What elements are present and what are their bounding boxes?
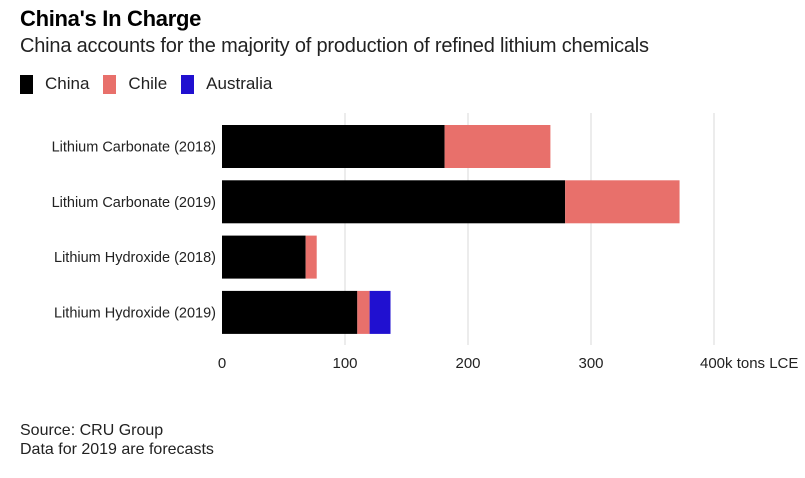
bar-segment-china-0 <box>222 125 445 168</box>
legend-item-australia: Australia <box>181 74 272 94</box>
legend-item-chile: Chile <box>103 74 167 94</box>
legend-item-china: China <box>20 74 89 94</box>
legend-swatch-chile <box>103 74 117 94</box>
x-axis-tick-labels: 0 100 200 300 400k tons LCE <box>218 355 799 372</box>
footer: Source: CRU Group Data for 2019 are fore… <box>20 421 214 459</box>
legend-label-australia: Australia <box>206 74 273 93</box>
legend-label-china: China <box>45 74 90 93</box>
bar-segment-australia-3 <box>369 290 391 334</box>
bar-segment-chile-1 <box>565 180 680 224</box>
x-tick-label-200: 200 <box>455 355 480 372</box>
bar-segment-chile-2 <box>305 235 317 279</box>
bars <box>222 125 680 334</box>
category-label: Lithium Carbonate (2019) <box>52 195 216 211</box>
x-tick-label-400: 400k tons LCE <box>700 355 798 372</box>
x-tick-label-0: 0 <box>218 355 226 372</box>
x-tick-label-100: 100 <box>332 355 357 372</box>
category-label: Lithium Carbonate (2018) <box>52 140 216 156</box>
category-label: Lithium Hydroxide (2019) <box>54 305 216 321</box>
chart-title: China's In Charge <box>20 6 202 31</box>
bar-segment-china-2 <box>222 235 306 279</box>
source-note: Source: CRU Group <box>20 422 164 439</box>
legend-label-chile: Chile <box>128 74 168 93</box>
category-label: Lithium Hydroxide (2018) <box>54 250 216 266</box>
bar-segment-china-1 <box>222 180 566 224</box>
bar-segment-chile-0 <box>444 125 551 168</box>
legend: China Chile Australia <box>20 74 286 94</box>
forecast-note: Data for 2019 are forecasts <box>20 441 214 458</box>
legend-swatch-australia <box>181 74 195 94</box>
x-tick-label-300: 300 <box>578 355 603 372</box>
category-labels: Lithium Carbonate (2018) Lithium Carbonat… <box>52 140 216 322</box>
chart-subtitle: China accounts for the majority of produ… <box>20 35 649 57</box>
legend-swatch-china <box>20 74 33 94</box>
bar-segment-china-3 <box>222 290 358 334</box>
bar-segment-chile-3 <box>357 290 370 334</box>
